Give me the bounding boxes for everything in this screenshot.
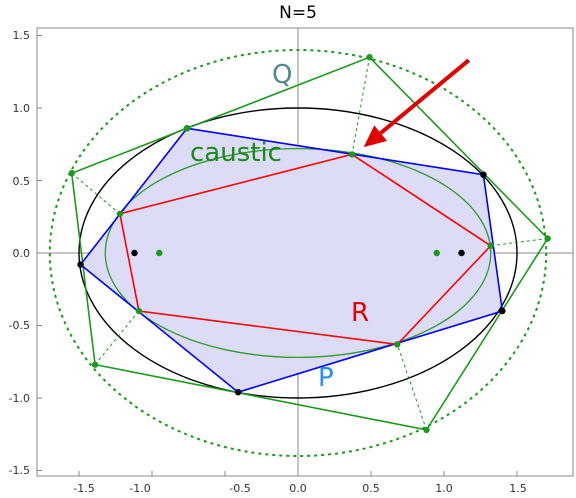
plot-title: N=5 <box>279 3 317 23</box>
q-vertex-point <box>544 235 551 242</box>
polygon-p-fill <box>80 128 503 393</box>
dashed-connector <box>71 172 121 215</box>
y-tick-label: -1.0 <box>9 392 30 405</box>
dashed-connectors <box>71 57 548 431</box>
dashed-connector <box>94 310 140 365</box>
polygon-r <box>118 153 492 346</box>
x-tick-label: -1.0 <box>129 482 150 495</box>
label-q: Q <box>272 60 292 90</box>
billiard-ellipse <box>78 107 518 399</box>
q-vertex-point <box>366 54 373 61</box>
focus-point <box>131 249 138 257</box>
caustic-ellipse <box>104 147 492 359</box>
dashed-connector <box>490 238 548 247</box>
caustic-focus-point <box>433 249 440 257</box>
r-vertex-point <box>116 210 124 218</box>
p-vertex-point <box>499 307 506 315</box>
dashed-connector <box>396 344 427 431</box>
x-tick-label: -0.5 <box>229 482 250 495</box>
r-vertex-point <box>394 341 401 348</box>
label-r: R <box>351 298 369 328</box>
y-tick-label: 1.5 <box>13 29 31 42</box>
label-caustic: caustic <box>190 138 282 168</box>
arrow-head <box>363 125 388 148</box>
outer-dashed-ellipse <box>48 49 548 457</box>
y-tick-label: -1.5 <box>9 464 30 477</box>
plot-frame <box>36 27 574 477</box>
arrow-shaft <box>379 58 471 135</box>
vertex-points <box>68 54 551 434</box>
r-vertex-point <box>135 307 143 315</box>
y-tick-label: 1.0 <box>13 102 31 115</box>
q-vertex-point <box>68 170 75 177</box>
x-tick-label: 1.0 <box>435 482 453 495</box>
polygon-p <box>79 127 504 394</box>
r-vertex-point <box>348 151 356 158</box>
y-tick-label: 0.0 <box>13 247 31 260</box>
label-p: P <box>318 363 334 393</box>
p-vertex-point <box>480 171 487 178</box>
x-tick-label: -1.5 <box>73 482 94 495</box>
caustic-focus-point <box>156 249 163 257</box>
x-tick-label: 0.0 <box>289 482 307 495</box>
y-tick-label: 0.5 <box>13 175 31 188</box>
x-tick-label: 0.5 <box>362 482 380 495</box>
x-tick-label: 1.5 <box>509 482 527 495</box>
q-vertex-point <box>91 361 99 368</box>
q-vertex-point <box>423 426 430 434</box>
dashed-connector <box>351 57 371 155</box>
y-tick-label: -0.5 <box>9 319 30 332</box>
focus-point <box>458 249 465 257</box>
q-vertex-point <box>183 125 191 132</box>
p-vertex-point <box>234 389 242 396</box>
r-vertex-point <box>487 242 494 249</box>
p-vertex-point <box>77 261 84 268</box>
tick-marks <box>37 35 518 476</box>
